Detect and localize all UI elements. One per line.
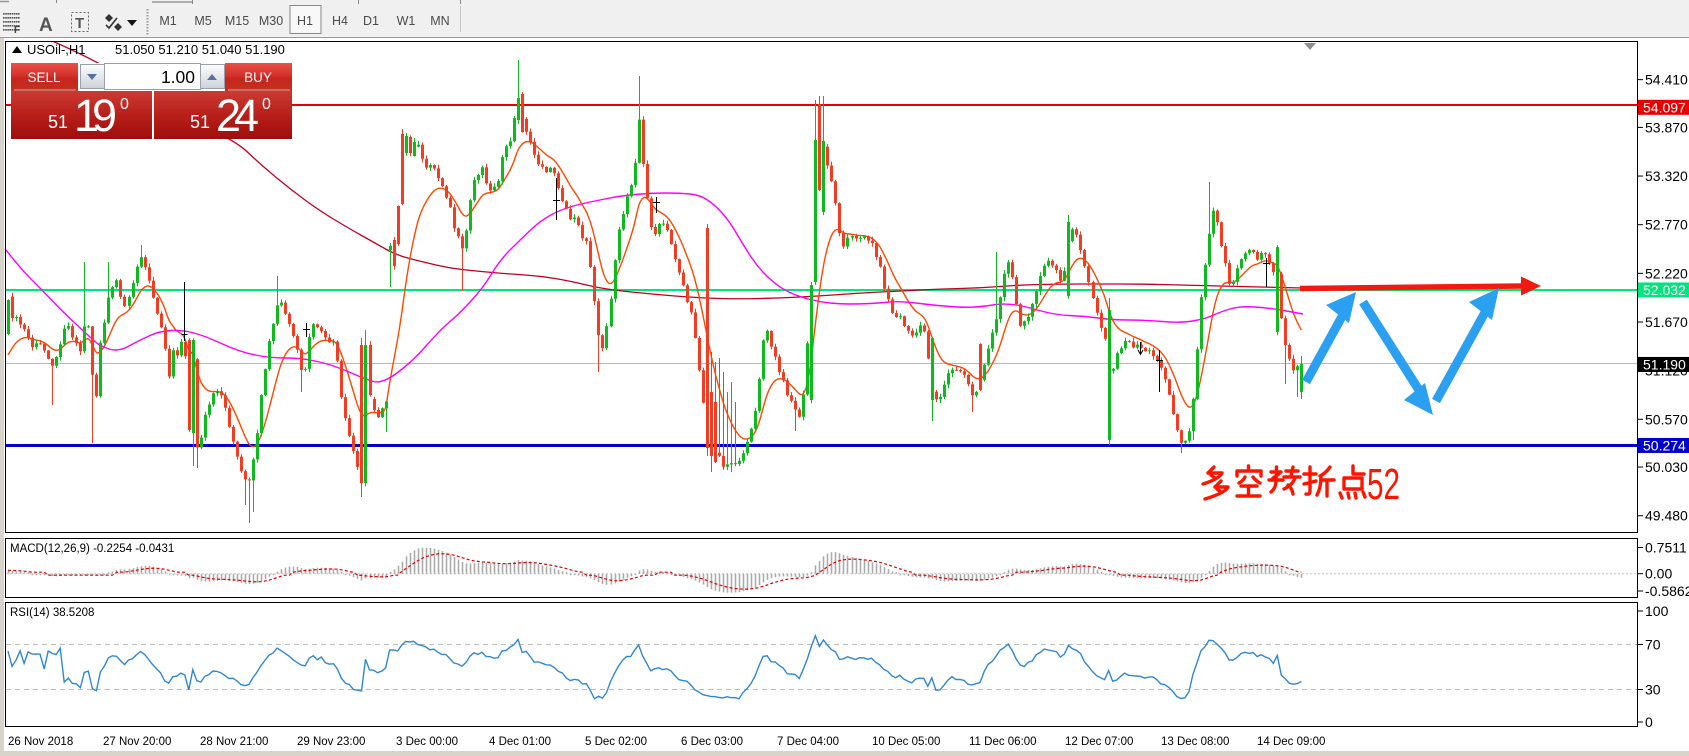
svg-text:0: 0 xyxy=(1645,714,1653,730)
svg-text:52.032: 52.032 xyxy=(1643,282,1686,298)
svg-text:50.030: 50.030 xyxy=(1645,459,1688,475)
svg-text:24: 24 xyxy=(216,90,259,141)
svg-text:SELL: SELL xyxy=(27,70,61,85)
svg-text:10 Dec 05:00: 10 Dec 05:00 xyxy=(872,736,940,748)
svg-text:MN: MN xyxy=(430,14,449,28)
svg-text:0: 0 xyxy=(262,96,271,113)
svg-text:26 Nov 2018: 26 Nov 2018 xyxy=(8,736,73,748)
svg-text:0: 0 xyxy=(120,96,129,113)
svg-text:5 Dec 02:00: 5 Dec 02:00 xyxy=(585,736,647,748)
svg-text:29 Nov 23:00: 29 Nov 23:00 xyxy=(297,736,365,748)
svg-text:F: F xyxy=(14,25,20,36)
svg-text:51: 51 xyxy=(48,112,68,132)
svg-text:0.7511: 0.7511 xyxy=(1645,540,1687,556)
svg-text:RSI(14) 38.5208: RSI(14) 38.5208 xyxy=(10,607,94,619)
svg-text:50.570: 50.570 xyxy=(1645,411,1688,427)
svg-text:MACD(12,26,9) -0.2254 -0.0431: MACD(12,26,9) -0.2254 -0.0431 xyxy=(10,543,174,555)
svg-text:28 Nov 21:00: 28 Nov 21:00 xyxy=(200,736,268,748)
svg-text:50.274: 50.274 xyxy=(1643,437,1686,453)
svg-text:7 Dec 04:00: 7 Dec 04:00 xyxy=(777,736,839,748)
svg-text:12 Dec 07:00: 12 Dec 07:00 xyxy=(1065,736,1133,748)
svg-text:27 Nov 20:00: 27 Nov 20:00 xyxy=(103,736,171,748)
svg-text:30: 30 xyxy=(1645,682,1661,698)
svg-text:USOil-,H1: USOil-,H1 xyxy=(27,42,86,57)
svg-text:W1: W1 xyxy=(397,14,416,28)
svg-text:51.670: 51.670 xyxy=(1645,314,1688,330)
svg-text:19: 19 xyxy=(74,90,117,141)
svg-text:H1: H1 xyxy=(297,14,313,28)
svg-text:M1: M1 xyxy=(159,14,176,28)
svg-text:53.870: 53.870 xyxy=(1645,119,1688,135)
svg-text:4 Dec 01:00: 4 Dec 01:00 xyxy=(489,736,551,748)
svg-text:52.220: 52.220 xyxy=(1645,265,1688,281)
svg-text:3 Dec 00:00: 3 Dec 00:00 xyxy=(396,736,458,748)
svg-text:100: 100 xyxy=(1645,603,1669,619)
svg-text:-0.5862: -0.5862 xyxy=(1645,583,1689,599)
svg-text:M30: M30 xyxy=(259,14,283,28)
svg-text:11 Dec 06:00: 11 Dec 06:00 xyxy=(969,736,1037,748)
svg-text:51.190: 51.190 xyxy=(1643,356,1686,372)
svg-text:54.410: 54.410 xyxy=(1645,72,1688,88)
svg-text:54.097: 54.097 xyxy=(1643,99,1686,115)
svg-text:BUY: BUY xyxy=(244,70,272,85)
svg-text:13 Dec 08:00: 13 Dec 08:00 xyxy=(1161,736,1229,748)
svg-text:49.480: 49.480 xyxy=(1645,508,1688,524)
svg-text:53.320: 53.320 xyxy=(1645,168,1688,184)
svg-text:52.770: 52.770 xyxy=(1645,217,1688,233)
svg-text:1.00: 1.00 xyxy=(161,67,195,87)
svg-text:52: 52 xyxy=(1367,460,1400,509)
svg-text:D1: D1 xyxy=(363,14,379,28)
svg-text:M5: M5 xyxy=(194,14,211,28)
svg-text:70: 70 xyxy=(1645,637,1661,653)
svg-text:T: T xyxy=(75,15,84,32)
svg-text:51: 51 xyxy=(190,112,210,132)
svg-text:A: A xyxy=(39,15,53,36)
svg-text:6 Dec 03:00: 6 Dec 03:00 xyxy=(681,736,743,748)
svg-text:H4: H4 xyxy=(332,14,348,28)
svg-text:51.050 51.210 51.040 51.190: 51.050 51.210 51.040 51.190 xyxy=(115,42,285,57)
svg-text:0.00: 0.00 xyxy=(1645,566,1672,582)
svg-text:14 Dec 09:00: 14 Dec 09:00 xyxy=(1257,736,1325,748)
svg-text:M15: M15 xyxy=(225,14,249,28)
